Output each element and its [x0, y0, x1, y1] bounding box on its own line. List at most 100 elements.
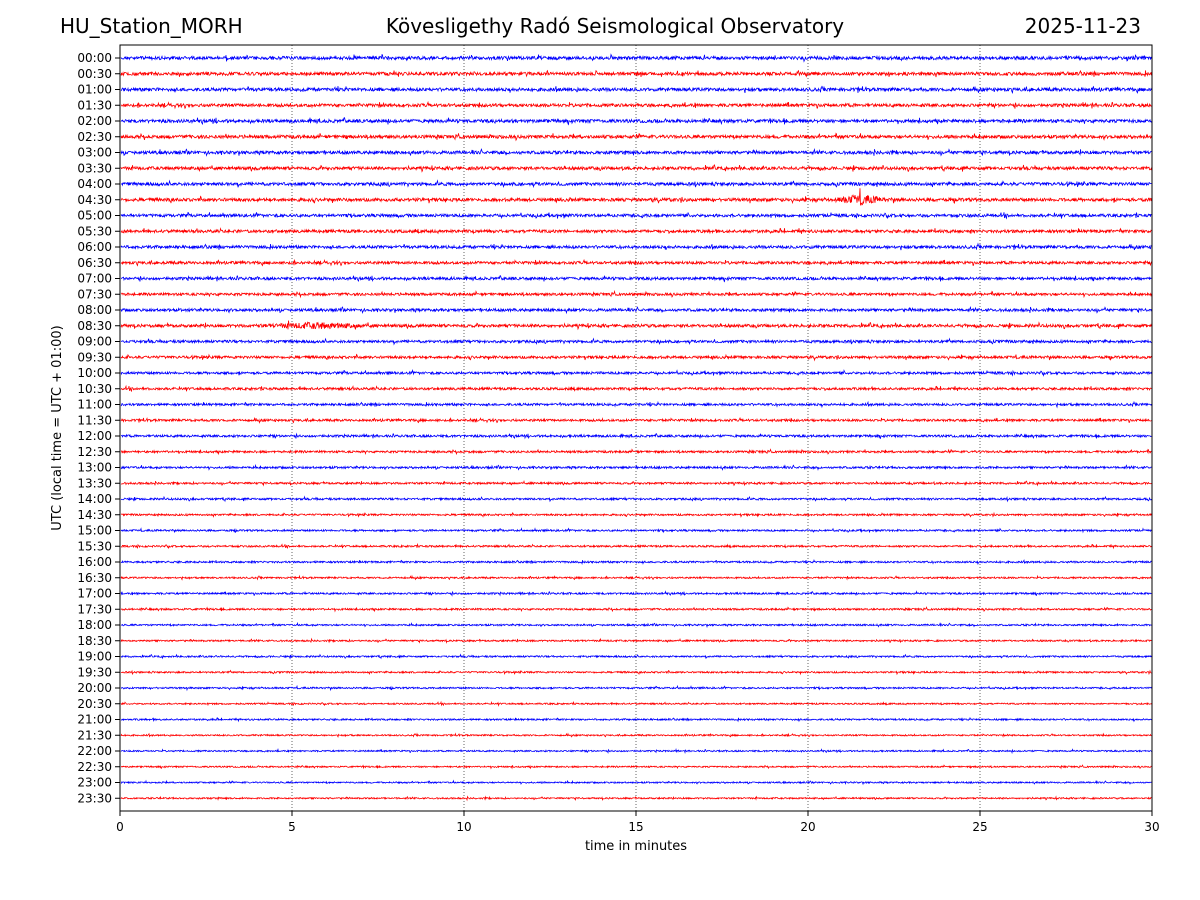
x-tick-label: 20 — [800, 820, 815, 834]
trace-0400 — [120, 179, 1152, 189]
y-tick-label: 15:30 — [77, 539, 112, 553]
y-tick-label: 17:30 — [77, 602, 112, 616]
y-tick-label: 10:30 — [77, 382, 112, 396]
y-tick-label: 02:00 — [77, 114, 112, 128]
y-tick-label: 21:30 — [77, 728, 112, 742]
y-tick-label: 12:00 — [77, 429, 112, 443]
trace-1900 — [120, 653, 1152, 660]
trace-1830 — [120, 637, 1152, 644]
y-tick-label: 04:30 — [77, 193, 112, 207]
x-tick-label: 25 — [972, 820, 987, 834]
y-tick-label: 20:30 — [77, 697, 112, 711]
station-name: HU_Station_MORH — [60, 14, 243, 38]
y-tick-label: 16:00 — [77, 555, 112, 569]
x-axis-ticks: 0 5 10 15 20 25 30 — [116, 811, 1160, 834]
y-tick-label: 22:00 — [77, 744, 112, 758]
trace-1630 — [120, 574, 1152, 581]
trace-2030 — [120, 700, 1152, 707]
y-tick-label: 21:00 — [77, 713, 112, 727]
trace-2130 — [120, 732, 1152, 738]
trace-1230 — [120, 448, 1152, 456]
trace-1400 — [120, 495, 1152, 503]
trace-1200 — [121, 432, 1152, 440]
trace-0600 — [120, 242, 1152, 251]
observatory-title: Kövesligethy Radó Seismological Observat… — [385, 14, 845, 38]
trace-0530 — [120, 227, 1152, 235]
y-tick-label: 08:00 — [77, 303, 112, 317]
y-tick-label: 01:30 — [77, 98, 112, 112]
y-tick-label: 18:30 — [77, 634, 112, 648]
y-tick-label: 16:30 — [77, 571, 112, 585]
trace-0630 — [120, 258, 1152, 267]
y-tick-label: 07:30 — [77, 287, 112, 301]
trace-1000 — [120, 368, 1152, 377]
y-tick-label: 05:00 — [77, 209, 112, 223]
x-axis-label: time in minutes — [585, 839, 687, 854]
y-tick-label: 00:30 — [77, 67, 112, 81]
y-tick-label: 06:30 — [77, 256, 112, 270]
trace-0300 — [120, 148, 1152, 157]
y-tick-label: 22:30 — [77, 760, 112, 774]
y-axis-label: UTC (local time = UTC + 01:00) — [50, 325, 65, 530]
seismic-traces — [120, 53, 1152, 802]
trace-2100 — [120, 716, 1152, 723]
trace-1530 — [120, 542, 1152, 550]
trace-0130 — [120, 100, 1152, 110]
trace-2330 — [120, 795, 1152, 802]
y-tick-label: 09:30 — [77, 350, 112, 364]
trace-0930 — [120, 353, 1152, 362]
y-tick-label: 18:00 — [77, 618, 112, 632]
y-tick-label: 17:00 — [77, 587, 112, 601]
trace-0330 — [120, 164, 1152, 173]
y-tick-label: 19:30 — [77, 665, 112, 679]
trace-0030 — [120, 69, 1152, 78]
trace-0230 — [120, 132, 1152, 142]
y-tick-label: 05:30 — [77, 224, 112, 238]
trace-0000 — [120, 53, 1152, 63]
y-tick-label: 01:00 — [77, 83, 112, 97]
y-tick-label: 11:30 — [77, 413, 112, 427]
y-tick-label: 13:00 — [77, 461, 112, 475]
date-label: 2025-11-23 — [1024, 14, 1141, 38]
y-tick-label: 03:00 — [77, 146, 112, 160]
y-tick-label: 09:00 — [77, 335, 112, 349]
y-tick-label: 08:30 — [77, 319, 112, 333]
x-tick-label: 30 — [1144, 820, 1159, 834]
trace-1430 — [120, 511, 1152, 518]
y-tick-label: 14:30 — [77, 508, 112, 522]
trace-1100 — [120, 400, 1152, 409]
y-tick-label: 11:00 — [77, 398, 112, 412]
y-tick-label: 00:00 — [77, 51, 112, 65]
trace-0700 — [120, 275, 1152, 283]
y-tick-label: 04:00 — [77, 177, 112, 191]
trace-0100 — [120, 85, 1152, 94]
trace-1800 — [120, 621, 1152, 629]
trace-1130 — [120, 416, 1152, 424]
y-tick-label: 15:00 — [77, 524, 112, 538]
trace-2200 — [120, 747, 1152, 755]
trace-2000 — [120, 684, 1152, 692]
trace-0800 — [120, 305, 1152, 315]
x-tick-label: 15 — [628, 820, 643, 834]
trace-1300 — [120, 463, 1152, 471]
y-tick-label: 02:30 — [77, 130, 112, 144]
trace-1700 — [120, 590, 1152, 597]
x-tick-label: 5 — [288, 820, 296, 834]
x-tick-label: 10 — [456, 820, 471, 834]
y-tick-label: 06:00 — [77, 240, 112, 254]
trace-0430 — [120, 188, 1152, 206]
y-tick-label: 03:30 — [77, 161, 112, 175]
trace-1330 — [120, 480, 1152, 487]
y-tick-label: 13:30 — [77, 476, 112, 490]
x-tick-label: 0 — [116, 820, 124, 834]
y-tick-label: 23:30 — [77, 791, 112, 805]
trace-1500 — [120, 527, 1152, 534]
y-tick-label: 10:00 — [77, 366, 112, 380]
y-tick-label: 14:00 — [77, 492, 112, 506]
trace-1030 — [120, 384, 1152, 393]
grid-lines — [291, 45, 981, 811]
trace-1600 — [120, 559, 1152, 566]
y-tick-label: 20:00 — [77, 681, 112, 695]
